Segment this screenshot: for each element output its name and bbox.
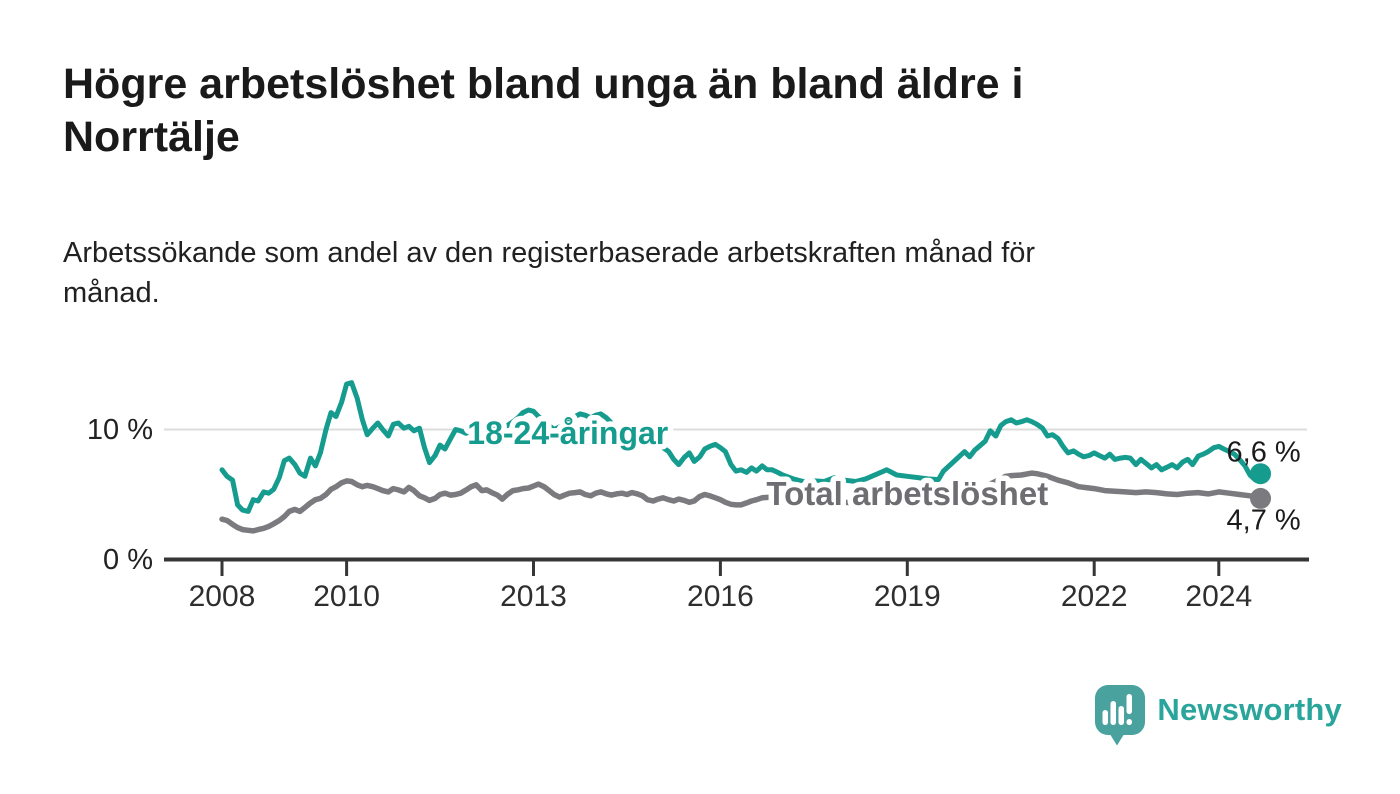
- y-axis-label-10: 10 %: [87, 414, 153, 446]
- page-title-line-2: Norrtälje: [63, 113, 240, 162]
- series-line-18-24-åringar: [219, 380, 1263, 514]
- x-tick-label-2019: 2019: [874, 580, 941, 613]
- series-line-Total arbetslöshet: [219, 470, 1264, 534]
- x-tick-label-2022: 2022: [1061, 580, 1128, 613]
- x-axis-ticks: 2008 2010 2013 2016 2019 2022 2024: [189, 561, 1252, 613]
- end-value-label-18-24-åringar: 6,6 %: [1227, 437, 1301, 469]
- end-dot-18-24-åringar: [1250, 463, 1272, 485]
- x-tick-label-2010: 2010: [313, 580, 380, 613]
- newsworthy-logo: Newsworthy: [1094, 684, 1342, 748]
- end-value-label-Total arbetslöshet: 4,7 %: [1227, 504, 1301, 536]
- page-title: Högre arbetslöshet bland unga än bland ä…: [63, 58, 1024, 165]
- x-tick-label-2024: 2024: [1185, 580, 1252, 613]
- x-tick-label-2008: 2008: [189, 580, 256, 613]
- end-dot-Total arbetslöshet: [1250, 487, 1272, 509]
- newsworthy-logo-text: Newsworthy: [1157, 692, 1342, 727]
- page-subtitle-line-2: månad.: [63, 277, 160, 310]
- x-tick-label-2016: 2016: [687, 580, 754, 613]
- chart-series: Total arbetslöshet 18-24-åringar 4,7 % 6,6 …: [219, 380, 1301, 536]
- series-label-Total arbetslöshet: Total arbetslöshet: [766, 475, 1048, 512]
- page-title-line-1: Högre arbetslöshet bland unga än bland ä…: [63, 60, 1024, 108]
- series-label-18-24-åringar: 18-24-åringar: [467, 415, 668, 451]
- newsworthy-logo-icon: [1095, 685, 1146, 746]
- page-subtitle-line-1: Arbetssökande som andel av den registerb…: [63, 237, 1036, 269]
- y-axis-label-0: 0 %: [103, 544, 153, 576]
- page-subtitle: Arbetssökande som andel av den registerb…: [63, 233, 1035, 313]
- x-tick-label-2013: 2013: [500, 580, 567, 613]
